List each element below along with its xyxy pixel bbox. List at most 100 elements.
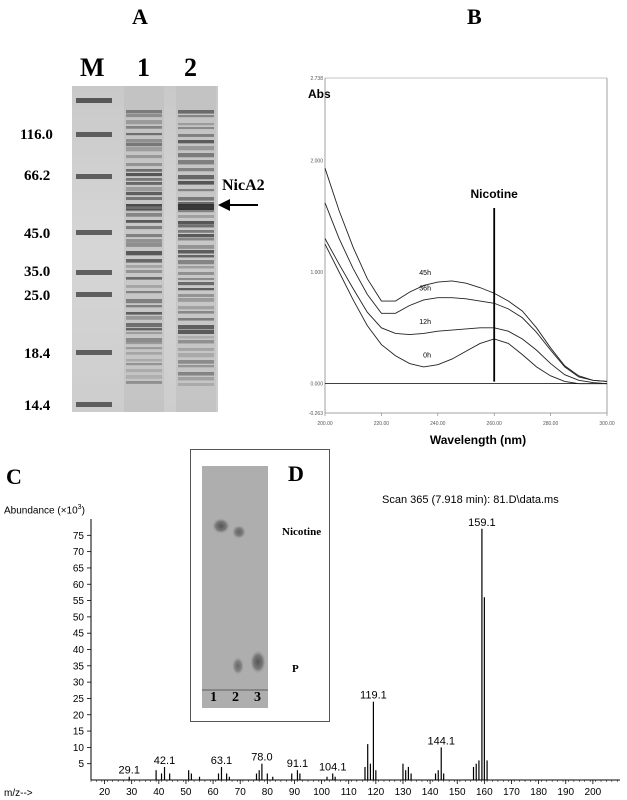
- protein-band: [178, 340, 214, 344]
- uv-series-label: 36h: [419, 286, 431, 293]
- ms-x-tick-label: 90: [289, 787, 301, 798]
- protein-band: [178, 278, 214, 281]
- sds-page-gel: [72, 86, 218, 412]
- tlc-spot-nicotine-1: [212, 518, 230, 534]
- protein-band: [126, 305, 162, 308]
- ms-x-tick-label: 80: [262, 787, 274, 798]
- protein-band: [178, 288, 214, 291]
- ms-peak-label: 119.1: [360, 690, 387, 702]
- ms-peak-label: 78.0: [251, 752, 272, 764]
- uv-x-tick-label: 260.00: [487, 421, 503, 427]
- protein-band: [126, 265, 162, 268]
- protein-band: [178, 294, 214, 297]
- protein-band: [178, 202, 214, 206]
- protein-band: [178, 127, 214, 130]
- protein-band: [126, 147, 162, 152]
- protein-band: [126, 347, 162, 350]
- protein-band: [178, 365, 214, 368]
- ms-x-tick-label: 130: [395, 787, 412, 798]
- protein-band: [126, 243, 162, 247]
- ms-y-tick-label: 20: [73, 710, 85, 721]
- marker-band: [76, 402, 112, 407]
- ms-y-tick-label: 70: [73, 547, 85, 558]
- protein-band: [126, 239, 162, 243]
- uv-x-tick-label: 240.00: [430, 421, 446, 427]
- nicotine-annotation: Nicotine: [471, 187, 519, 201]
- nica2-arrow: [218, 199, 258, 211]
- protein-band: [126, 220, 162, 223]
- protein-band: [178, 110, 214, 114]
- protein-band: [126, 323, 162, 328]
- panel-a-letter: A: [132, 4, 148, 29]
- protein-band: [126, 277, 162, 280]
- protein-band: [126, 133, 162, 136]
- tlc-plate: [202, 466, 268, 708]
- protein-band: [178, 189, 214, 192]
- marker-band: [76, 350, 112, 355]
- ms-x-tick-label: 70: [235, 787, 247, 798]
- marker-45: 45.0: [24, 226, 51, 242]
- ms-y-tick-label: 5: [78, 759, 84, 770]
- mass-spectrum-chart: m/z--> 20 30 40 50 60 70 80 90 100 110 120 130 140 15…: [4, 517, 620, 799]
- protein-band: [178, 234, 214, 238]
- ms-x-tick-label: 110: [341, 787, 357, 798]
- ms-xlabel: m/z-->: [4, 788, 33, 799]
- protein-band: [126, 187, 162, 192]
- uv-x-tick-label: 300.00: [599, 421, 615, 427]
- uv-series-label: 12h: [419, 319, 431, 326]
- protein-band: [178, 306, 214, 310]
- protein-band: [178, 266, 214, 269]
- ms-y-tick-label: 55: [73, 596, 85, 607]
- protein-band: [178, 245, 214, 249]
- ms-x-tick-label: 40: [153, 787, 165, 798]
- marker-band: [76, 292, 112, 297]
- protein-band: [178, 325, 214, 330]
- marker-band: [76, 98, 112, 103]
- marker-66: 66.2: [24, 168, 51, 184]
- protein-band: [126, 178, 162, 181]
- ms-y-tick-label: 15: [73, 727, 85, 738]
- ms-x-tick-label: 100: [313, 787, 330, 798]
- tlc-spot-nicotine-2: [232, 525, 246, 539]
- protein-band: [126, 182, 162, 185]
- ms-y-tick-label: 60: [73, 580, 85, 591]
- tlc-label-nicotine: Nicotine: [282, 526, 322, 538]
- protein-band: [126, 126, 162, 129]
- ms-x-tick-label: 140: [422, 787, 439, 798]
- protein-band: [178, 221, 214, 225]
- ms-x-tick-label: 30: [126, 787, 138, 798]
- protein-band: [178, 311, 214, 314]
- tlc-lane-2: 2: [232, 690, 239, 705]
- ms-x-tick-label: 60: [208, 787, 220, 798]
- protein-band: [126, 291, 162, 294]
- protein-band: [126, 155, 162, 159]
- protein-band: [178, 336, 214, 339]
- ms-y-tick-label: 35: [73, 661, 85, 672]
- ms-x-tick-label: 150: [449, 787, 466, 798]
- ms-y-tick-label: 75: [73, 531, 85, 542]
- ms-peak-label: 91.1: [287, 758, 308, 770]
- protein-band: [126, 363, 162, 366]
- protein-band: [178, 225, 214, 228]
- protein-band: [178, 383, 214, 386]
- ms-x-tick-label: 200: [585, 787, 602, 798]
- protein-band: [126, 270, 162, 273]
- ms-x-tick-label: 190: [557, 787, 574, 798]
- lane-label-2: 2: [184, 53, 197, 82]
- ms-x-tick-label: 180: [530, 787, 547, 798]
- tlc-lane-1: 1: [210, 690, 217, 705]
- ms-peak-label: 29.1: [119, 765, 140, 777]
- marker-35: 35.0: [24, 264, 51, 280]
- protein-band: [126, 251, 162, 256]
- uv-y-tick-label: -0.263: [309, 411, 323, 417]
- ms-peak-label: 42.1: [154, 755, 175, 767]
- protein-band: [178, 298, 214, 302]
- lane-label-marker: M: [80, 53, 105, 82]
- protein-band: [178, 175, 214, 180]
- uv-ylabel: Abs: [308, 87, 331, 101]
- protein-band: [126, 169, 162, 172]
- protein-band: [178, 272, 214, 276]
- ms-peak-label: 63.1: [211, 755, 232, 767]
- tlc-label-p: P: [292, 663, 299, 675]
- protein-band: [178, 208, 214, 213]
